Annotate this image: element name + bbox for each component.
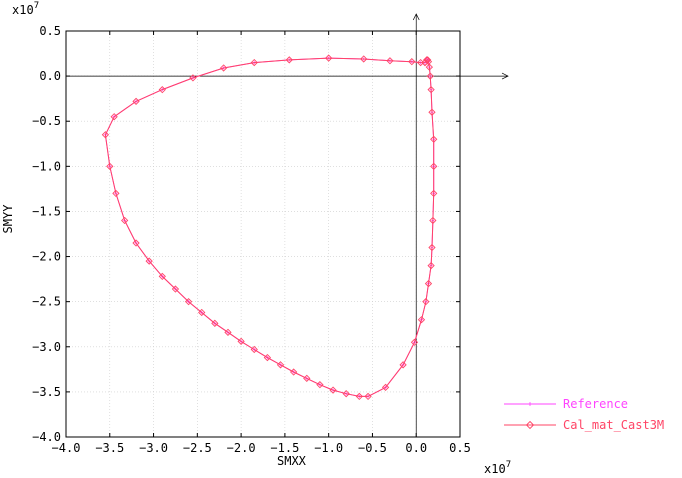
data-point-diamond [285,56,293,64]
data-point-diamond [121,216,129,225]
data-point-diamond [430,135,438,143]
y-multiplier: x107 [12,1,39,17]
data-point-diamond [198,308,206,317]
x-multiplier-exponent: 7 [506,460,511,470]
x-axis-arrow [501,72,509,80]
x-tick-label: −3.5 [95,441,124,455]
data-point-diamond [290,368,298,376]
y-tick-label: 0.0 [39,69,61,83]
data-point-diamond [276,361,285,369]
legend-marker-diamond [525,420,535,430]
data-point-diamond [410,338,419,346]
data-point-diamond [158,272,166,281]
grid-lines [65,30,461,438]
data-point-diamond [422,298,430,306]
x-axis-label: SMXX [277,454,307,468]
data-point-diamond [219,64,228,72]
data-point-diamond [428,108,436,116]
data-point-diamond [430,189,438,198]
y-multiplier-exponent: 7 [34,1,39,11]
x-tick-label: 0.5 [449,441,471,455]
x-tick-label: 0.0 [405,441,427,455]
data-point-diamond [325,54,333,62]
zero-axes [66,13,509,437]
data-point-diamond [237,337,245,346]
x-multiplier-base: x10 [484,462,506,476]
x-tick-label: −1.0 [314,441,343,455]
data-point-diamond [250,345,258,354]
data-point-diamond [417,316,426,324]
data-point-diamond [316,381,324,389]
legend-marker-cross [528,402,532,406]
data-point-diamond [250,58,258,67]
data-point-diamond [360,55,368,63]
y-tick-label: −1.5 [32,204,61,218]
data-point-diamond [429,216,437,225]
y-tick-label: −3.0 [32,340,61,354]
y-tick-label: −2.0 [32,250,61,264]
data-point-diamond [112,189,120,198]
y-axis-arrow [412,13,420,21]
data-point-diamond [421,58,429,67]
y-tick-label: 0.5 [39,24,61,38]
data-point-diamond [364,392,372,401]
data-point-diamond [430,162,438,170]
y-tick-label: −2.5 [32,295,61,309]
data-point-diamond [189,74,197,82]
y-tick-label: −0.5 [32,114,61,128]
series-line [104,57,435,397]
data-point-diamond [425,63,433,71]
legend-label: Cal_mat_Cast3M [563,418,664,432]
data-point-diamond [145,257,153,265]
x-tick-labels: −4.0 −3.5 −3.0 −2.5 −2.0 −1.5 −1.0 −0.5 0.0 0.5 [52,441,471,455]
x-tick-label: −3.0 [139,441,168,455]
legend: Reference Cal_mat_Cast3M [504,397,664,432]
x-multiplier: x107 [484,460,511,476]
data-point-diamond [381,383,390,392]
data-point-diamond [342,390,350,398]
data-point-diamond [427,261,435,270]
data-point-diamond [329,386,337,394]
plot-frame [65,30,461,438]
data-point-diamond [408,58,416,66]
data-point-diamond [184,298,193,306]
legend-label: Reference [563,397,628,411]
data-point-diamond [106,162,114,170]
x-tick-label: −0.5 [358,441,387,455]
data-point-diamond [355,392,363,401]
series-layer [101,54,438,401]
data-point-diamond [211,319,219,327]
x-tick-label: −1.5 [270,441,299,455]
y-tick-label: −4.0 [32,430,61,444]
data-point-diamond [158,86,166,94]
data-point-diamond [424,279,433,288]
series-line [104,57,435,397]
x-tick-label: −2.5 [183,441,212,455]
x-tick-label: −4.0 [52,441,81,455]
data-point-diamond [101,131,110,139]
y-tick-label: −1.0 [32,159,61,173]
data-point-diamond [171,285,180,293]
data-point-diamond [428,243,436,252]
data-point-diamond [303,374,311,382]
y-tick-label: −3.5 [32,385,61,399]
tick-marks [65,30,461,438]
data-point-diamond [132,239,140,247]
x-tick-label: −2.0 [227,441,256,455]
y-axis-label: SMYY [1,204,15,234]
data-point-diamond [427,86,435,94]
y-tick-labels: 0.5 0.0 −0.5 −1.0 −1.5 −2.0 −2.5 −3.0 −3.5 −4.0 [32,24,61,444]
data-point-diamond [110,113,118,121]
y-multiplier-base: x10 [12,3,34,17]
data-point-diamond [426,72,434,80]
data-point-diamond [263,353,272,362]
data-point-diamond [224,328,232,336]
data-point-diamond [386,57,394,65]
data-point-diamond [132,97,140,106]
data-point-diamond [399,361,407,369]
